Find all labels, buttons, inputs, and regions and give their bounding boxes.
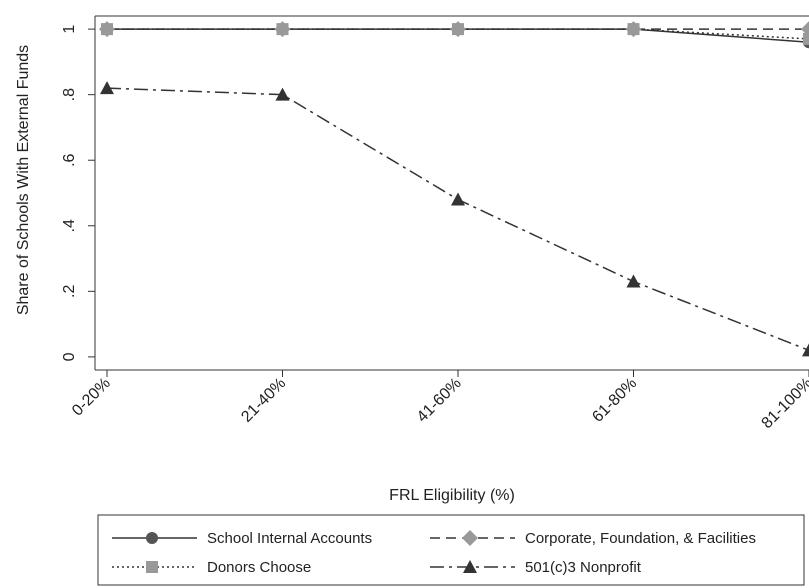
point-marker bbox=[452, 23, 464, 36]
point-marker bbox=[627, 23, 640, 36]
x-tick-label: 21-40% bbox=[238, 375, 289, 426]
legend-label: Donors Choose bbox=[207, 559, 311, 576]
legend-marker bbox=[146, 561, 158, 573]
x-tick-label: 41-60% bbox=[414, 375, 465, 426]
point-marker bbox=[275, 87, 290, 101]
point-marker bbox=[451, 192, 465, 206]
legend-label: School Internal Accounts bbox=[207, 530, 372, 547]
point-marker bbox=[803, 32, 809, 45]
y-tick-label: .4 bbox=[61, 219, 78, 232]
x-axis-title: FRL Eligibility (%) bbox=[389, 487, 515, 504]
legend-label: Corporate, Foundation, & Facilities bbox=[525, 530, 756, 547]
legend-marker bbox=[463, 560, 477, 573]
y-tick-label: 1 bbox=[61, 25, 78, 34]
point-marker bbox=[626, 274, 641, 288]
legend-box bbox=[97, 514, 805, 586]
point-marker bbox=[101, 23, 113, 36]
series-line bbox=[106, 87, 809, 352]
point-marker bbox=[100, 81, 114, 95]
y-axis-title: Share of Schools With External Funds bbox=[15, 45, 32, 315]
legend-marker bbox=[462, 530, 478, 546]
y-tick-label: 0 bbox=[61, 352, 78, 361]
legend-marker bbox=[146, 532, 158, 544]
legend-label: 501(c)3 Nonprofit bbox=[525, 559, 642, 576]
x-tick-label: 0-20% bbox=[69, 375, 114, 420]
point-marker bbox=[276, 23, 289, 36]
y-tick-label: .8 bbox=[61, 88, 78, 101]
x-tick-label: 61-80% bbox=[589, 375, 640, 426]
point-marker bbox=[802, 343, 809, 357]
y-tick-label: .6 bbox=[61, 153, 78, 166]
y-tick-label: .2 bbox=[61, 285, 78, 298]
x-tick-label: 81-100% bbox=[759, 375, 809, 432]
